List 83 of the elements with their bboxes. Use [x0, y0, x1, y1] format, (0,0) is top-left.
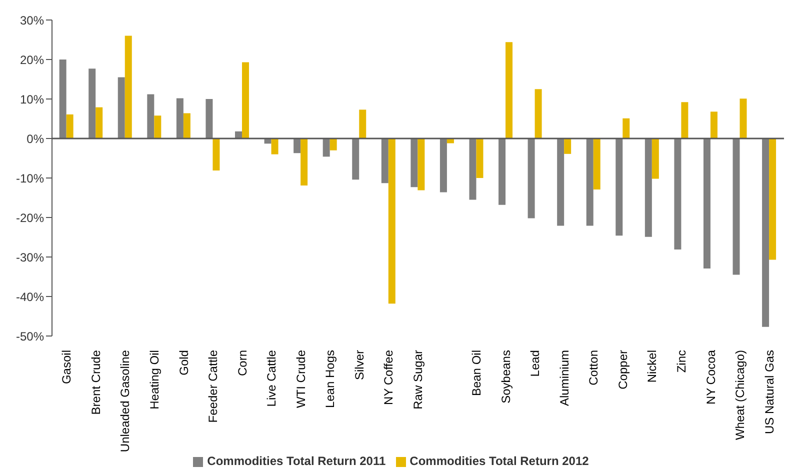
bar: [593, 138, 600, 190]
x-tick-label: Copper: [616, 350, 630, 390]
x-tick-label: Lead: [528, 350, 542, 377]
x-tick-label: Wheat (Chicago): [733, 350, 748, 440]
bar: [212, 138, 220, 170]
x-tick-label: WTI Crude: [294, 350, 308, 408]
bar: [352, 138, 360, 180]
x-tick-label: Nickel: [645, 350, 660, 383]
x-tick-label: Bean Oil: [470, 350, 484, 396]
x-tick-label: Raw Sugar: [411, 350, 425, 410]
bar: [59, 60, 66, 138]
y-tick-label: -50%: [16, 329, 44, 344]
bar: [769, 138, 776, 260]
bar: [88, 68, 96, 138]
x-tick-label: Lean Hogs: [323, 350, 338, 408]
bar: [710, 112, 718, 138]
x-tick-label: Live Cattle: [264, 350, 279, 407]
bar: [271, 138, 278, 154]
bar: [176, 98, 184, 138]
bar: [506, 42, 513, 138]
bar: [242, 62, 249, 138]
bar: [147, 94, 154, 138]
y-tick-label: 20%: [20, 52, 44, 67]
bar: [96, 107, 103, 138]
x-tick-label: Zinc: [674, 350, 689, 373]
legend-label: Commodities Total Return 2012: [410, 454, 589, 468]
y-tick-label: -40%: [16, 290, 44, 304]
bar: [294, 138, 301, 154]
bar: [359, 110, 366, 138]
bar: [644, 138, 652, 237]
legend-label: Commodities Total Return 2011: [207, 454, 386, 468]
bar: [66, 114, 74, 138]
bar: [652, 138, 659, 179]
bar: [206, 99, 213, 138]
bar: [616, 138, 623, 236]
bar: [732, 138, 740, 275]
x-tick-label: Silver: [352, 350, 366, 380]
x-tick-label: Corn: [235, 350, 250, 376]
y-tick-label: 30%: [20, 13, 44, 28]
bar: [381, 138, 388, 184]
bar: [300, 138, 308, 186]
x-tick-label: US Natural Gas: [762, 350, 776, 434]
bar: [154, 116, 162, 138]
x-tick-label: Gasoil: [60, 350, 74, 384]
bar: [322, 138, 330, 157]
bar: [124, 36, 132, 138]
bar: [564, 138, 572, 154]
bar: [528, 138, 535, 218]
bar: [118, 77, 125, 138]
y-tick-label: -30%: [16, 250, 44, 264]
bar: [469, 138, 476, 200]
x-tick-label: Soybeans: [498, 350, 513, 404]
x-tick-label: Gold: [176, 350, 191, 376]
x-tick-label: Aluminium: [557, 350, 572, 406]
bar: [418, 138, 425, 190]
bar: [740, 98, 747, 138]
y-tick-label: -10%: [16, 171, 44, 186]
bar: [534, 89, 542, 138]
x-tick-label: NY Cocoa: [704, 350, 718, 404]
bar: [498, 138, 506, 205]
x-tick-label: Cotton: [586, 350, 601, 386]
bar: [440, 138, 447, 192]
bar: [557, 138, 564, 226]
bar: [476, 138, 484, 178]
x-tick-label: NY Coffee: [382, 350, 396, 405]
x-tick-label: Heating Oil: [147, 350, 162, 410]
bar: [586, 138, 594, 226]
y-tick-label: 0%: [26, 132, 44, 146]
bar: [674, 138, 682, 250]
bar: [183, 113, 190, 138]
bar: [681, 102, 688, 138]
bar: [388, 138, 396, 304]
bar: [410, 138, 418, 188]
bar: [330, 138, 337, 150]
x-tick-label: Unleaded Gasoline: [118, 350, 132, 452]
x-tick-label: Brent Crude: [88, 350, 103, 415]
bar: [235, 131, 242, 138]
bar: [762, 138, 770, 327]
bar: [622, 118, 630, 138]
y-tick-label: 10%: [20, 92, 44, 106]
x-tick-label: Feeder Cattle: [206, 350, 220, 423]
bar: [703, 138, 710, 268]
y-tick-label: -20%: [16, 210, 44, 225]
